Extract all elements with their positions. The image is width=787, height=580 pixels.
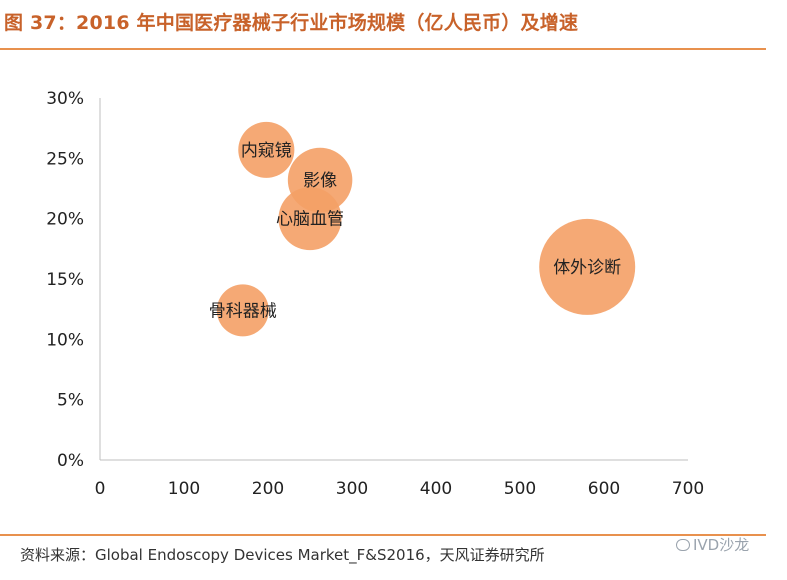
bubble-label: 内窥镜 xyxy=(241,141,292,161)
x-tick-label: 600 xyxy=(588,479,620,499)
x-tick-label: 300 xyxy=(336,479,368,499)
y-tick-label: 10% xyxy=(46,330,84,350)
y-axis: 0% 5% 10% 15% 20% 25% 30% xyxy=(46,89,101,471)
bubble xyxy=(238,121,295,178)
y-tick-label: 25% xyxy=(46,149,84,169)
bubble xyxy=(539,218,636,315)
y-tick-label: 30% xyxy=(46,89,84,109)
x-tick-label: 500 xyxy=(504,479,536,499)
chat-bubble-icon xyxy=(676,538,690,551)
bubble-label: 心脑血管 xyxy=(276,210,344,230)
y-tick-label: 15% xyxy=(46,270,84,290)
bubble-label: 骨科器械 xyxy=(209,301,277,321)
chart-title: 图 37：2016 年中国医疗器械子行业市场规模（亿人民币）及增速 xyxy=(4,12,579,34)
bubble-chart: 0% 5% 10% 15% 20% 25% 30% 0 100 200 300 400 500 600 7… xyxy=(46,89,704,499)
bubble-label: 体外诊断 xyxy=(553,258,621,278)
x-tick-label: 0 xyxy=(95,479,106,499)
bottom-divider xyxy=(0,534,766,536)
x-axis: 0 100 200 300 400 500 600 700 xyxy=(95,459,704,499)
y-tick-label: 20% xyxy=(46,210,84,230)
top-divider xyxy=(0,48,766,50)
bubble xyxy=(216,284,269,337)
x-tick-label: 700 xyxy=(672,479,704,499)
bubble xyxy=(278,187,342,251)
watermark: IVD沙龙 xyxy=(676,534,749,555)
bubbles xyxy=(216,121,636,337)
x-tick-label: 200 xyxy=(252,479,284,499)
x-tick-label: 100 xyxy=(168,479,200,499)
source-note: 资料来源：Global Endoscopy Devices Market_F&S… xyxy=(20,546,545,564)
x-tick-label: 400 xyxy=(420,479,452,499)
bubble-label: 影像 xyxy=(303,171,337,191)
watermark-text: IVD沙龙 xyxy=(693,536,750,554)
y-tick-label: 5% xyxy=(57,391,84,411)
y-tick-label: 0% xyxy=(57,451,84,471)
